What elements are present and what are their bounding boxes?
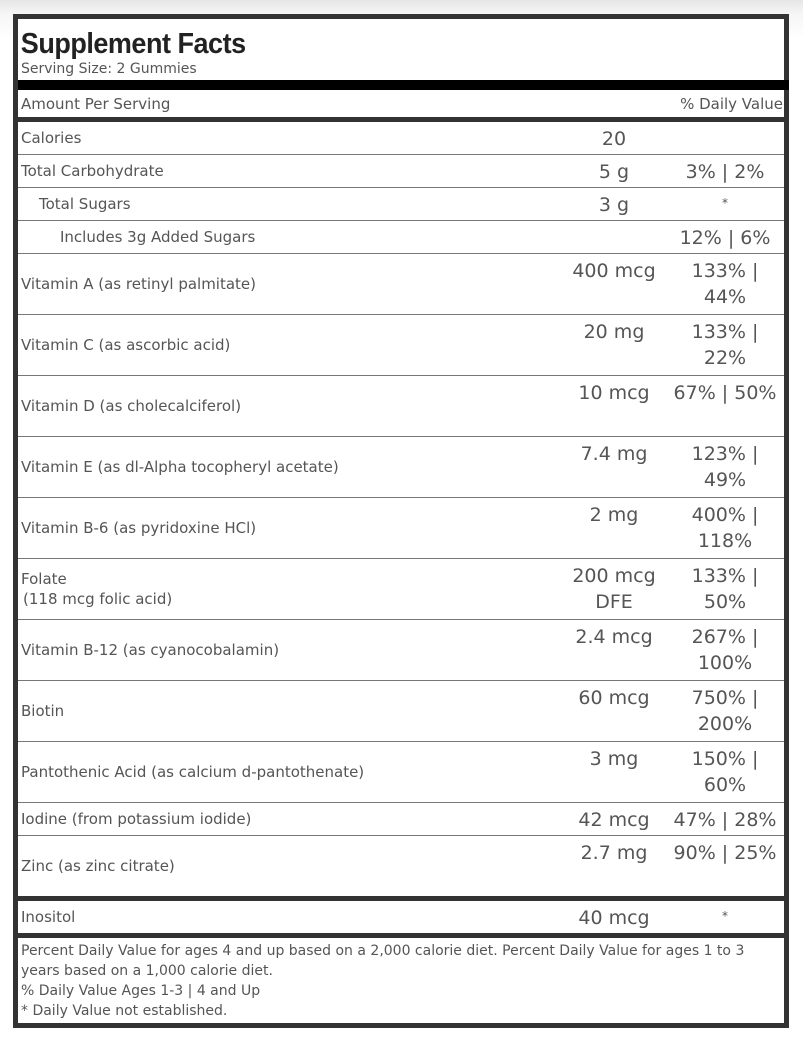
nutrient-dv: 750% | 200% [669,680,784,742]
nutrient-amount: 20 [559,122,669,155]
footnote-dv-basis: Percent Daily Value for ages 4 and up ba… [21,943,745,979]
nutrient-dv: 267% | 100% [669,619,784,681]
nutrient-row: Iodine (from potassium iodide) 42 mcg 47… [18,802,784,836]
nutrient-dv [669,122,784,155]
nutrient-dv: * [669,187,784,221]
nutrient-amount: 10 mcg [559,375,669,437]
nutrient-name-sub: (118 mcg folic acid) [23,590,173,608]
nutrient-row: Includes 3g Added Sugars 12% | 6% [18,220,784,254]
serving-size: Serving Size: 2 Gummies [21,61,197,77]
footnote-dv-ages: % Daily Value Ages 1-3 | 4 and Up [21,983,261,999]
nutrient-row: Vitamin B-6 (as pyridoxine HCl) 2 mg 400… [18,497,784,559]
asterisk-mark: * [722,909,728,923]
nutrient-row: Vitamin A (as retinyl palmitate) 400 mcg… [18,253,784,315]
nutrient-dv: 123% | 49% [669,436,784,498]
nutrient-dv: 150% | 60% [669,741,784,803]
nutrient-row: Inositol 40 mcg * [18,899,784,934]
nutrient-name: Biotin [18,680,559,742]
nutrient-dv: 133% | 50% [669,558,784,620]
nutrient-row: Calories 20 [18,122,784,155]
nutrient-dv: 133% | 22% [669,314,784,376]
nutrient-row: Zinc (as zinc citrate) 2.7 mg 90% | 25% [18,836,784,897]
nutrient-amount: 40 mcg [578,907,650,929]
nutrient-dv: 133% | 44% [669,253,784,315]
nutrient-name: Total Sugars [18,187,559,221]
nutrient-row: Vitamin C (as ascorbic acid) 20 mg 133% … [18,314,784,376]
nutrient-name: Iodine (from potassium iodide) [18,802,559,836]
nutrient-dv: 47% | 28% [669,802,784,836]
nutrient-amount: 2.4 mcg [559,619,669,681]
nutrient-name: Folate (118 mcg folic acid) [18,558,559,620]
nutrient-amount: 200 mcg DFE [559,558,669,620]
nutrient-name: Vitamin A (as retinyl palmitate) [18,253,559,315]
nutrient-dv: * [669,899,784,934]
column-header: Amount Per Serving % Daily Value [18,90,784,122]
nutrient-amount: 3 mg [559,741,669,803]
nutrient-row: Vitamin D (as cholecalciferol) 10 mcg 67… [18,375,784,437]
amount-per-serving-label: Amount Per Serving [21,95,171,113]
nutrient-name: Vitamin C (as ascorbic acid) [18,314,559,376]
nutrient-dv: 3% | 2% [669,154,784,188]
nutrient-amount: 20 mg [559,314,669,376]
nutrient-amount: 60 mcg [559,680,669,742]
nutrient-amount: 2 mg [559,497,669,559]
nutrient-name: Includes 3g Added Sugars [18,220,559,254]
panel-title: Supplement Facts [20,28,246,60]
nutrient-name: Inositol [21,908,76,926]
footnote: Percent Daily Value for ages 4 and up ba… [18,933,784,1023]
nutrient-dv: 90% | 25% [673,842,777,864]
nutrient-name: Vitamin B-12 (as cyanocobalamin) [18,619,559,681]
nutrient-name: Vitamin E (as dl-Alpha tocopheryl acetat… [18,436,559,498]
nutrient-name-main: Folate [21,570,67,588]
nutrient-dv: 400% | 118% [669,497,784,559]
nutrient-row: Total Carbohydrate 5 g 3% | 2% [18,154,784,188]
nutrient-amount: 42 mcg [559,802,669,836]
daily-value-label: % Daily Value [680,95,783,113]
footnote-not-established: * Daily Value not established. [21,1003,228,1019]
nutrient-name: Total Carbohydrate [18,154,559,188]
nutrient-amount: 5 g [559,154,669,188]
nutrient-name: Vitamin D (as cholecalciferol) [18,375,559,437]
nutrient-name: Zinc (as zinc citrate) [21,857,175,875]
nutrient-row: Vitamin B-12 (as cyanocobalamin) 2.4 mcg… [18,619,784,681]
asterisk-mark: * [722,196,728,210]
nutrient-dv: 12% | 6% [669,220,784,254]
nutrient-name: Pantothenic Acid (as calcium d-pantothen… [18,741,559,803]
other-ingredients-table: Inositol 40 mcg * [18,896,784,933]
nutrient-name: Vitamin B-6 (as pyridoxine HCl) [18,497,559,559]
nutrient-dv: 67% | 50% [669,375,784,437]
nutrient-amount: 400 mcg [559,253,669,315]
nutrient-row: Vitamin E (as dl-Alpha tocopheryl acetat… [18,436,784,498]
nutrient-row: Folate (118 mcg folic acid) 200 mcg DFE … [18,558,784,620]
supplement-facts-panel: Supplement Facts Serving Size: 2 Gummies… [13,14,789,1028]
nutrient-row: Total Sugars 3 g * [18,187,784,221]
nutrient-amount [559,220,669,254]
nutrient-amount: 3 g [559,187,669,221]
nutrient-name: Calories [18,122,559,155]
nutrient-table: Calories 20 Total Carbohydrate 5 g 3% | … [18,122,784,896]
nutrient-amount: 7.4 mg [559,436,669,498]
nutrient-row: Pantothenic Acid (as calcium d-pantothen… [18,741,784,803]
nutrient-amount: 2.7 mg [580,842,648,864]
thick-divider [18,80,789,90]
nutrient-row: Biotin 60 mcg 750% | 200% [18,680,784,742]
